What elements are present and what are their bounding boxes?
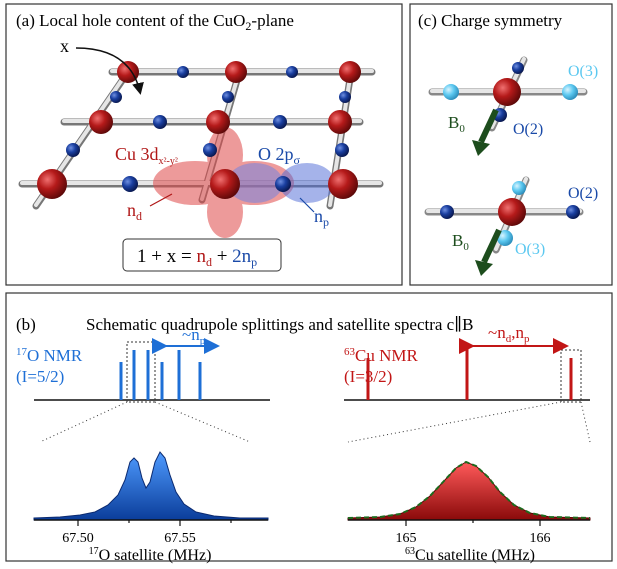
o-spin-label: (I=5/2) [16,367,64,386]
nd-label: nd [127,200,142,223]
x-label: x [60,36,69,56]
cu-ticks [405,520,541,526]
panel-b-frame [5,292,613,562]
o-zoom-box [126,341,156,403]
nd-pointer [149,193,173,207]
panel-a-frame [5,3,403,286]
x-arrow [75,47,144,95]
cu-zoom-left [347,401,562,443]
o-p-orbital [227,163,335,203]
cu-satellite-spectrum [347,461,591,521]
cu-fit-curve [347,460,591,519]
hole-equation: 1 + x = nd + 2np [137,246,257,269]
cu-nd-np-label: ~nd,np [488,323,530,345]
cu-zoom-box [560,349,582,403]
o2-label-top: O(2) [513,121,543,138]
cu-atoms [37,61,361,199]
o-zoom-left [39,401,128,443]
panel-a-title: (a) Local hole content of the CuO2-plane [16,11,294,33]
hole-equation-box [122,238,282,272]
o-stick-lines [119,350,202,400]
o-np-label: ~np [182,325,206,347]
o-atoms [66,66,351,192]
cu-tick-1: 165 [396,531,417,546]
panel-c-title: (c) Charge symmetry [418,11,563,30]
o3-label-bottom: O(3) [515,241,545,258]
cu-stick-lines [366,348,573,400]
cu-tick-2: 166 [530,531,551,546]
b0-arrow-bottom [481,228,502,264]
cu-xlabel: 63Cu satellite (MHz) [405,546,535,564]
o2-label-bottom: O(2) [568,185,598,202]
b0-label-top: B0 [448,113,465,135]
np-pointer [299,197,315,213]
cu-orbital-label: Cu 3dx²-y² [115,144,178,167]
panel-b-label: (b) [16,315,36,334]
motif-bottom [424,176,584,276]
o-ticks [77,520,232,526]
panel-b-subtitle: Schematic quadrupole splittings and sate… [86,315,473,334]
o-zoom-right [154,401,251,443]
np-label: np [314,206,329,229]
o-orbital-label: O 2pσ [258,144,301,167]
panel-c-frame [409,3,613,286]
o-nmr-label: 17O NMR [16,346,83,365]
o3-label-top: O(3) [568,63,598,80]
b0-label-bottom: B0 [452,231,469,253]
o-satellite-spectrum [33,451,269,521]
motif-top [428,56,588,156]
o-tick-2: 67.55 [164,531,196,546]
cu-nmr-label: 63Cu NMR [344,346,418,365]
cu-zoom-right [580,401,591,443]
b0-arrow-top [478,108,499,144]
o-xlabel: 17O satellite (MHz) [89,546,212,564]
o-tick-1: 67.50 [62,531,94,546]
